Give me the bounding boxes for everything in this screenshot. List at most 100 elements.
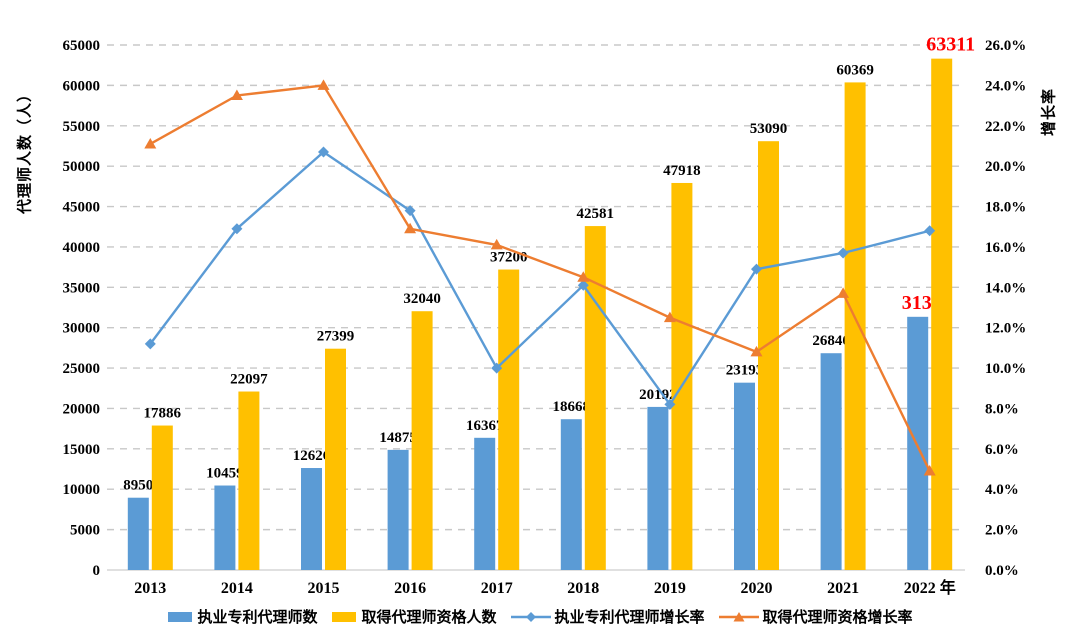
bar (498, 269, 520, 570)
bar-value-label: 8950 (123, 478, 153, 494)
y-left-tick-label: 25000 (63, 361, 101, 377)
diamond-marker-icon (144, 338, 156, 350)
y-right-tick-label: 8.0% (985, 401, 1019, 417)
legend-item: 取得代理师资格增长率 (718, 606, 913, 627)
y-left-tick-label: 60000 (63, 78, 101, 94)
diamond-marker-icon (491, 362, 503, 374)
y-left-tick-label: 65000 (63, 38, 101, 54)
bar (387, 449, 409, 570)
y-right-tick-label: 18.0% (985, 200, 1026, 216)
y-right-tick-label: 22.0% (985, 119, 1026, 135)
triangle-marker-icon (230, 89, 243, 100)
bar-value-label: 47918 (663, 163, 701, 179)
y-right-tick-label: 2.0% (985, 523, 1019, 539)
y-right-tick-label: 20.0% (985, 159, 1026, 175)
bar-value-label: 32040 (403, 291, 441, 307)
growth-line-practicing (144, 146, 936, 410)
bar-value-label: 63311 (926, 34, 975, 56)
y-right-tick-label: 10.0% (985, 361, 1026, 377)
chart-legend: 执业专利代理师数 取得代理师资格人数 执业专利代理师增长率 取得代理师资格增长率 (0, 606, 1080, 627)
legend-item: 取得代理师资格人数 (331, 606, 497, 627)
y-left-tick-label: 5000 (70, 523, 100, 539)
bar-value-label: 60369 (836, 62, 874, 78)
bar (671, 182, 693, 570)
bar (820, 353, 842, 570)
bar-value-label: 10459 (206, 466, 244, 482)
y-right-tick-label: 14.0% (985, 280, 1026, 296)
bar-value-label: 23193 (726, 363, 764, 379)
x-axis-tick-label: 2014 (221, 580, 253, 597)
bar-value-label: 27399 (317, 329, 355, 345)
left-axis-title: 代理师人数（人） (17, 85, 34, 215)
legend-diamond-swatch-icon (510, 611, 551, 622)
bar-value-label: 16367 (466, 418, 504, 434)
x-axis-tick-label: 2016 (394, 580, 426, 597)
bar (474, 437, 496, 570)
diamond-marker-icon (924, 225, 936, 237)
x-axis-tick-label: 2013 (134, 580, 166, 597)
triangle-marker-icon (837, 287, 850, 298)
right-axis-title: 增长率 (1041, 87, 1058, 137)
triangle-marker-icon (317, 79, 330, 90)
bar (560, 419, 582, 570)
legend-bar-swatch-icon (168, 611, 193, 622)
y-left-tick-label: 10000 (63, 482, 101, 498)
triangle-marker-icon (404, 222, 417, 234)
x-axis-tick-labels: 2013 2014 2015 2016 2017 2018 2019 2020 2021 2022… (134, 578, 955, 597)
bar-value-label: 26840 (812, 333, 850, 349)
y-left-tick-label: 55000 (63, 119, 101, 135)
x-axis-tick-label: 2015 (308, 580, 340, 597)
legend-item: 执业专利代理师增长率 (510, 606, 705, 627)
diamond-marker-icon (577, 279, 589, 291)
y-left-tick-label: 45000 (63, 200, 101, 216)
bar (844, 82, 866, 570)
line-path (149, 150, 930, 407)
y-axis-left-ticks: 0 5000 10000 15000 20000 25000 30000 35000 40000… (63, 38, 101, 579)
line-path (149, 84, 931, 472)
bar-value-label: 18668 (553, 399, 591, 415)
y-right-tick-label: 24.0% (985, 78, 1026, 94)
triangle-marker-icon (750, 345, 763, 357)
triangle-marker-icon (923, 465, 936, 476)
triangle-marker-icon (663, 311, 676, 323)
diamond-marker-icon (318, 146, 329, 158)
x-axis-tick-label: 2022 年 (904, 578, 956, 597)
bar (151, 425, 173, 570)
bar-value-label: 17886 (144, 406, 182, 422)
bar (758, 141, 779, 570)
bar (214, 485, 236, 570)
bar-value-label: 12626 (293, 448, 331, 464)
bars-qualified (151, 58, 953, 571)
bar (301, 468, 322, 570)
legend-label: 取得代理师资格人数 (361, 610, 497, 626)
y-right-tick-label: 0.0% (985, 563, 1019, 579)
diamond-marker-icon (231, 223, 243, 235)
triangle-marker-icon (577, 271, 590, 282)
legend-item: 执业专利代理师数 (167, 606, 317, 627)
legend-triangle-swatch-icon (718, 611, 759, 621)
bar-labels-qualified: 17886 22097 27399 32040 37200 42581 47918 53090… (144, 34, 976, 422)
bar-value-label: 22097 (230, 372, 268, 388)
y-left-tick-label: 20000 (63, 401, 101, 417)
y-right-tick-label: 16.0% (985, 240, 1026, 256)
x-axis-tick-label: 2021 (827, 580, 859, 597)
bar (907, 316, 929, 570)
diamond-marker-icon (404, 205, 416, 217)
x-axis-tick-label: 2018 (567, 580, 599, 597)
bar-value-label: 42581 (577, 206, 615, 222)
bar (931, 58, 953, 571)
triangle-marker-icon (490, 238, 503, 250)
bar (647, 406, 669, 570)
y-right-tick-label: 6.0% (985, 442, 1019, 458)
legend-label: 执业专利代理师数 (197, 610, 318, 626)
y-axis-right-ticks: 0.0% 2.0% 4.0% 6.0% 8.0% 10.0% 12.0% 14.0% 16.0%… (985, 38, 1026, 579)
growth-line-qualified (144, 79, 936, 476)
bar (584, 226, 606, 570)
bar (127, 497, 149, 570)
bar (734, 382, 755, 570)
y-left-tick-label: 40000 (63, 240, 101, 256)
x-axis-tick-label: 2019 (654, 580, 686, 597)
y-right-tick-label: 4.0% (985, 482, 1019, 498)
